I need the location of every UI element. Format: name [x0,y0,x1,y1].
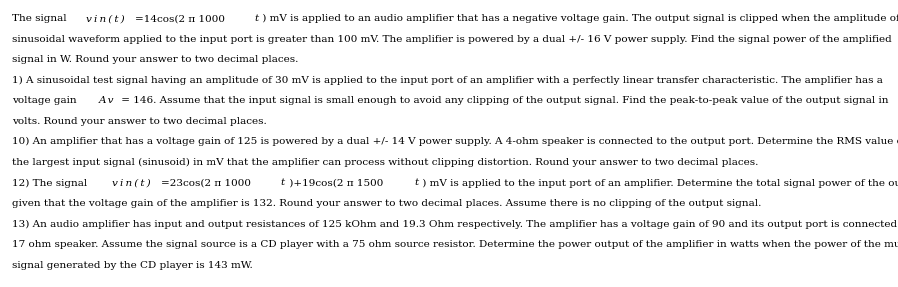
Text: t: t [254,14,258,23]
Text: v i n ( t ): v i n ( t ) [112,179,151,187]
Text: signal generated by the CD player is 143 mW.: signal generated by the CD player is 143… [12,261,252,269]
Text: 1) A sinusoidal test signal having an amplitude of 30 mV is applied to the input: 1) A sinusoidal test signal having an am… [12,76,883,85]
Text: given that the voltage gain of the amplifier is 132. Round your answer to two de: given that the voltage gain of the ampli… [12,199,761,208]
Text: signal in W. Round your answer to two decimal places.: signal in W. Round your answer to two de… [12,55,298,64]
Text: )+19cos(2 π 1500: )+19cos(2 π 1500 [286,179,386,187]
Text: t: t [414,179,418,187]
Text: volts. Round your answer to two decimal places.: volts. Round your answer to two decimal … [12,117,267,126]
Text: t: t [280,179,285,187]
Text: 12) The signal: 12) The signal [12,179,90,187]
Text: sinusoidal waveform applied to the input port is greater than 100 mV. The amplif: sinusoidal waveform applied to the input… [12,35,892,44]
Text: 13) An audio amplifier has input and output resistances of 125 kOhm and 19.3 Ohm: 13) An audio amplifier has input and out… [12,220,898,228]
Text: voltage gain: voltage gain [12,96,80,105]
Text: ) mV is applied to the input port of an amplifier. Determine the total signal po: ) mV is applied to the input port of an … [419,179,898,187]
Text: The signal: The signal [12,14,69,23]
Text: v i n ( t ): v i n ( t ) [85,14,124,23]
Text: =14cos(2 π 1000: =14cos(2 π 1000 [135,14,228,23]
Text: 17 ohm speaker. Assume the signal source is a CD player with a 75 ohm source res: 17 ohm speaker. Assume the signal source… [12,240,898,249]
Text: 10) An amplifier that has a voltage gain of 125 is powered by a dual +/- 14 V po: 10) An amplifier that has a voltage gain… [12,137,898,146]
Text: ) mV is applied to an audio amplifier that has a negative voltage gain. The outp: ) mV is applied to an audio amplifier th… [260,14,898,23]
Text: the largest input signal (sinusoid) in mV that the amplifier can process without: the largest input signal (sinusoid) in m… [12,158,758,167]
Text: =23cos(2 π 1000: =23cos(2 π 1000 [162,179,254,187]
Text: A v: A v [98,96,114,105]
Text: = 146. Assume that the input signal is small enough to avoid any clipping of the: = 146. Assume that the input signal is s… [119,96,889,105]
